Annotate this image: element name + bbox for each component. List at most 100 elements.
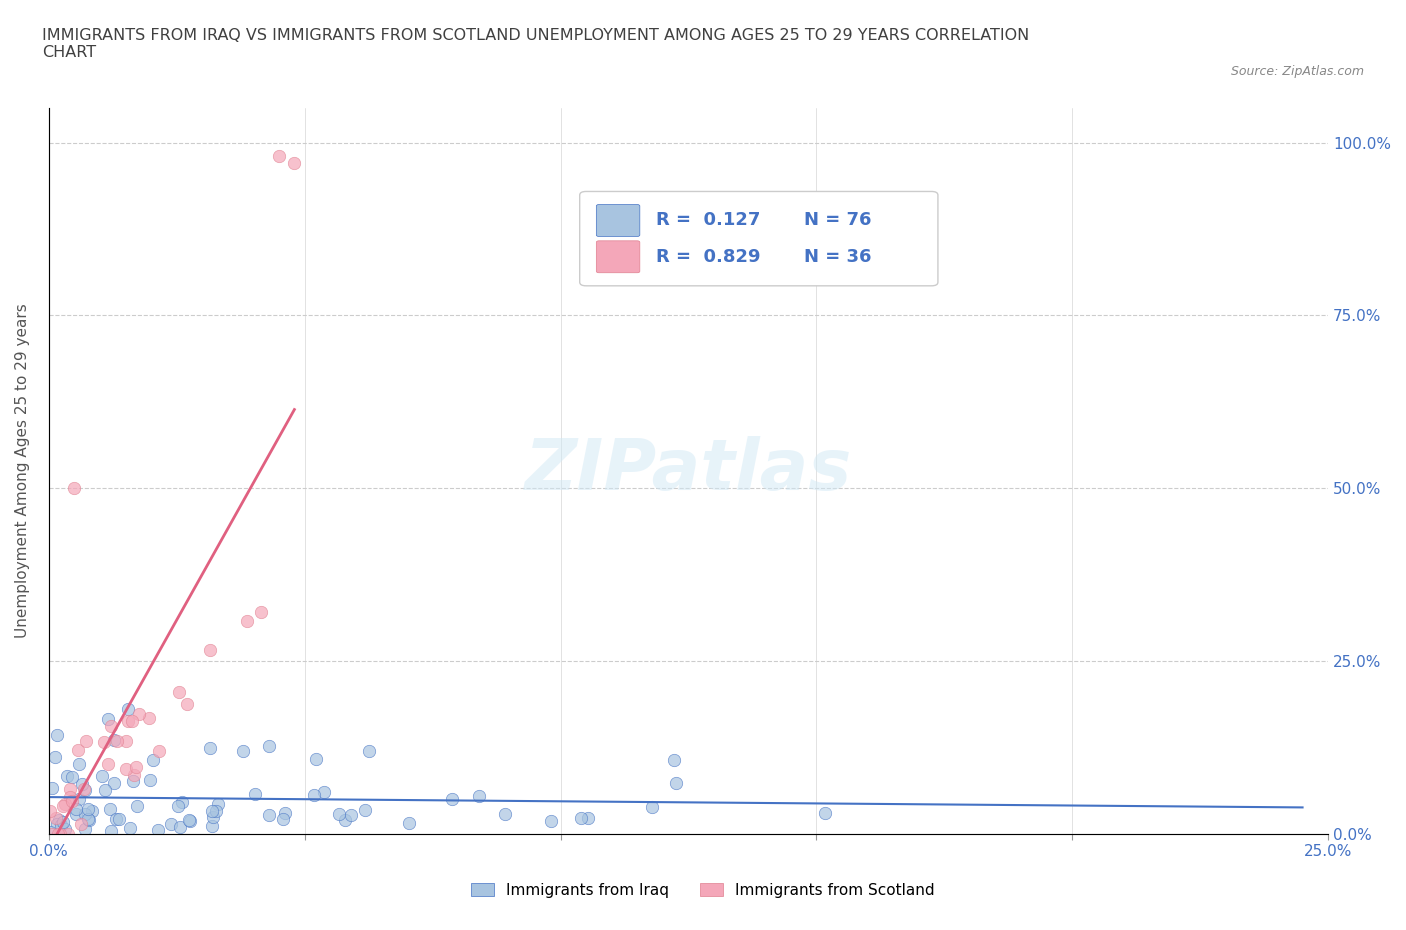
Point: [67, 743, 90, 758]
Point: [58, 790, 80, 804]
Point: [236, 614, 259, 629]
Point: [67, 791, 90, 806]
Point: [357, 743, 380, 758]
Point: [93, 735, 115, 750]
Point: [340, 807, 363, 822]
Point: [576, 810, 599, 825]
Point: [91, 768, 114, 783]
Point: [198, 740, 221, 755]
Point: [104, 812, 127, 827]
Point: [75, 806, 97, 821]
Point: [245, 787, 267, 802]
Point: [77, 812, 100, 827]
Point: [170, 794, 193, 809]
Point: [117, 713, 139, 728]
Point: [73, 782, 96, 797]
Point: [201, 804, 224, 818]
Point: [100, 719, 122, 734]
Point: [117, 701, 139, 716]
Point: [273, 805, 295, 820]
Point: [398, 816, 420, 830]
Point: [121, 714, 143, 729]
Text: Source: ZipAtlas.com: Source: ZipAtlas.com: [1230, 65, 1364, 78]
Point: [49, 827, 72, 842]
Point: [167, 799, 190, 814]
Point: [283, 156, 305, 171]
Point: [540, 814, 562, 829]
Text: R =  0.127: R = 0.127: [657, 211, 761, 230]
Point: [73, 821, 96, 836]
Point: [494, 806, 516, 821]
Point: [44, 749, 66, 764]
Point: [65, 806, 87, 821]
Point: [94, 783, 117, 798]
Point: [69, 817, 91, 831]
Point: [60, 769, 83, 784]
Text: N = 76: N = 76: [804, 211, 872, 230]
Point: [105, 734, 128, 749]
Point: [271, 811, 294, 826]
Point: [121, 774, 143, 789]
Point: [103, 776, 125, 790]
Point: [103, 733, 125, 748]
Point: [52, 799, 75, 814]
Point: [39, 804, 62, 818]
Point: [38, 825, 60, 840]
Point: [202, 809, 225, 824]
Point: [259, 807, 281, 822]
Point: [179, 814, 201, 829]
Point: [53, 821, 76, 836]
Point: [53, 796, 76, 811]
Point: [664, 752, 686, 767]
Point: [75, 734, 97, 749]
Point: [67, 757, 90, 772]
Point: [41, 781, 63, 796]
FancyBboxPatch shape: [596, 241, 640, 272]
Point: [114, 734, 136, 749]
Point: [177, 813, 200, 828]
Point: [41, 827, 63, 842]
Point: [60, 794, 83, 809]
Text: R =  0.829: R = 0.829: [657, 247, 761, 266]
Point: [48, 812, 70, 827]
Point: [207, 797, 229, 812]
Text: ZIPatlas: ZIPatlas: [524, 436, 852, 505]
Y-axis label: Unemployment Among Ages 25 to 29 years: Unemployment Among Ages 25 to 29 years: [15, 303, 30, 638]
Point: [70, 777, 93, 791]
Point: [302, 788, 325, 803]
Point: [249, 604, 271, 619]
Point: [73, 781, 96, 796]
Text: IMMIGRANTS FROM IRAQ VS IMMIGRANTS FROM SCOTLAND UNEMPLOYMENT AMONG AGES 25 TO 2: IMMIGRANTS FROM IRAQ VS IMMIGRANTS FROM …: [42, 28, 1029, 60]
Point: [49, 817, 72, 832]
Point: [45, 810, 67, 825]
Point: [328, 807, 350, 822]
Point: [46, 827, 69, 842]
Point: [169, 819, 191, 834]
Point: [353, 803, 375, 817]
FancyBboxPatch shape: [596, 205, 640, 236]
Point: [97, 756, 120, 771]
Point: [46, 817, 69, 831]
Point: [59, 782, 82, 797]
Point: [63, 481, 86, 496]
Legend: Immigrants from Iraq, Immigrants from Scotland: Immigrants from Iraq, Immigrants from Sc…: [465, 876, 941, 904]
Point: [128, 706, 150, 721]
Point: [46, 727, 69, 742]
Point: [569, 811, 592, 826]
Point: [201, 818, 224, 833]
Point: [77, 802, 100, 817]
Point: [124, 760, 146, 775]
Point: [139, 773, 162, 788]
Point: [176, 697, 198, 711]
Text: N = 36: N = 36: [804, 247, 872, 266]
Point: [120, 820, 142, 835]
Point: [56, 769, 79, 784]
FancyBboxPatch shape: [579, 192, 938, 286]
Point: [76, 811, 98, 826]
Point: [198, 643, 221, 658]
Point: [65, 802, 87, 817]
Point: [100, 824, 122, 839]
Point: [305, 751, 328, 766]
Point: [814, 806, 837, 821]
Point: [205, 804, 228, 818]
